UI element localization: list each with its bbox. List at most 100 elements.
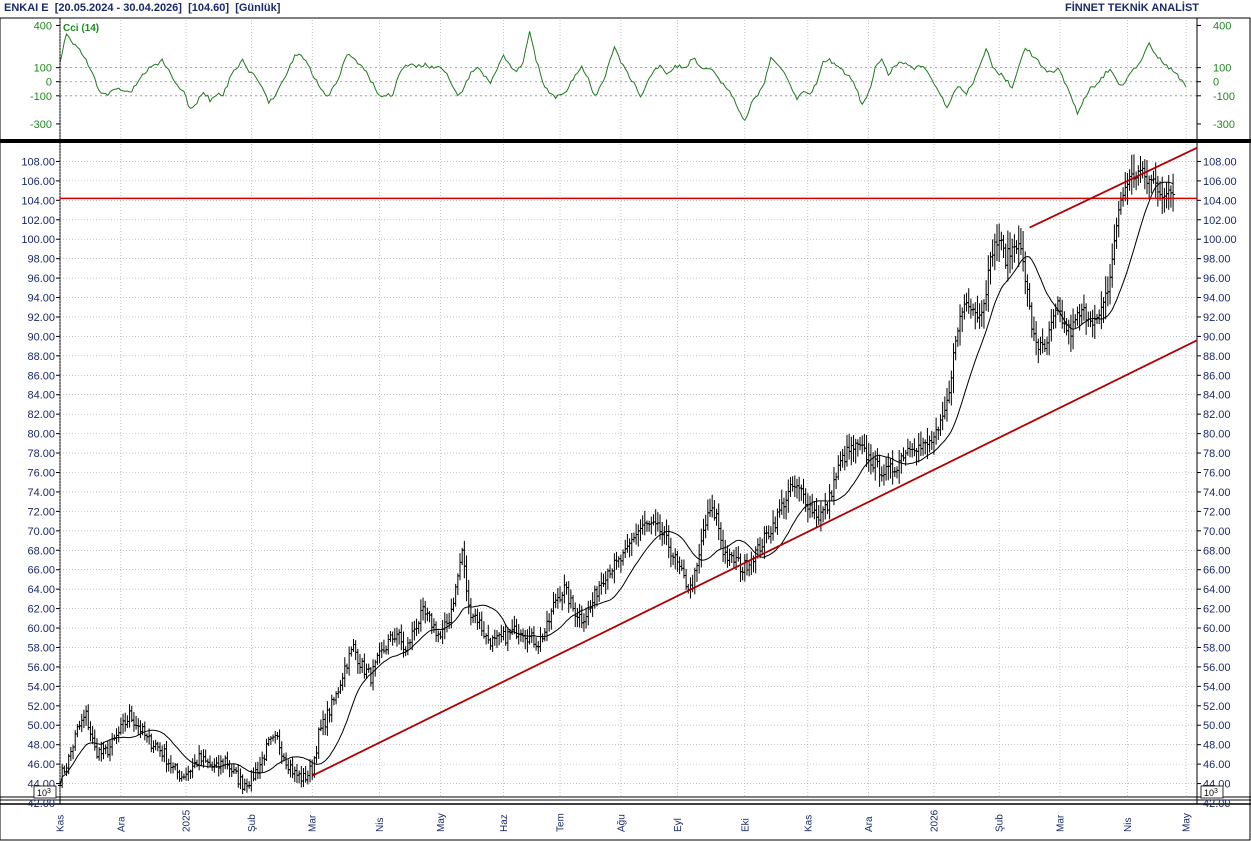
price-bar <box>960 307 965 333</box>
price-bar <box>1097 309 1102 325</box>
price-bar <box>644 520 649 532</box>
price-bar <box>1129 154 1134 195</box>
y-tick-label-right: 72.00 <box>1203 506 1231 518</box>
y-tick-label-right: 80.00 <box>1203 429 1231 441</box>
panel-separator <box>0 139 1251 143</box>
price-bar <box>510 619 515 636</box>
price-bar <box>897 449 902 484</box>
price-bar <box>353 640 358 661</box>
price-bar <box>881 464 886 486</box>
price-bar <box>249 769 254 792</box>
y-tick-label-right: 60.00 <box>1203 623 1231 635</box>
price-bar <box>347 646 352 676</box>
price-bar <box>360 657 365 673</box>
price-bar <box>297 770 302 784</box>
price-bar <box>436 630 441 643</box>
x-tick-label: Şub <box>247 814 258 832</box>
price-bar <box>725 545 730 568</box>
price-bar <box>247 781 252 789</box>
price-bar <box>942 396 947 420</box>
price-bar <box>1058 297 1063 323</box>
price-bar <box>773 516 778 533</box>
price-bar <box>608 564 613 579</box>
y-tick-label-left: 52.00 <box>27 701 55 713</box>
price-bar <box>829 490 834 501</box>
price-bar <box>225 751 230 770</box>
price-bar <box>336 687 341 699</box>
price-bar <box>351 638 356 653</box>
price-bar <box>121 713 126 734</box>
x-tick-label: Eki <box>740 818 751 832</box>
price-bar <box>836 455 841 480</box>
price-bar <box>68 746 73 762</box>
price-bar <box>234 767 239 774</box>
price-bar <box>1005 230 1010 282</box>
y-tick-label-right: 50.00 <box>1203 720 1231 732</box>
price-bar <box>431 618 436 633</box>
price-bar <box>290 757 295 779</box>
price-bar <box>797 476 802 502</box>
price-bar <box>288 759 293 778</box>
price-bar <box>581 613 586 632</box>
price-bar <box>916 432 921 463</box>
price-bar <box>984 280 989 311</box>
price-bar <box>703 514 708 539</box>
price-bar <box>201 749 206 768</box>
price-bar <box>223 755 228 770</box>
price-bar <box>514 618 519 640</box>
cci-series-line <box>59 31 1187 122</box>
price-bar <box>668 537 673 568</box>
price-bar <box>294 763 299 784</box>
price-bar <box>890 450 895 485</box>
price-bar <box>1021 230 1026 272</box>
y-tick-label-left: 88.00 <box>27 351 55 363</box>
price-bar <box>649 516 654 535</box>
x-tick-label: Eyl <box>673 818 684 832</box>
price-bar <box>231 763 236 774</box>
y-tick-label-left: 82.00 <box>27 409 55 421</box>
price-bar <box>168 755 173 774</box>
price-bar <box>355 648 360 674</box>
price-bar <box>397 629 402 645</box>
price-bar <box>1012 234 1017 263</box>
price-bar <box>1123 171 1128 202</box>
x-tick-label: Ağu <box>616 814 627 832</box>
price-bar <box>166 758 171 772</box>
x-tick-label: Haz <box>499 814 510 832</box>
price-bar <box>738 553 743 582</box>
svg-text:103: 103 <box>1204 788 1218 798</box>
price-bar <box>788 477 793 497</box>
price-bar <box>218 755 223 775</box>
price-bar <box>86 704 91 731</box>
price-bar <box>1162 187 1167 213</box>
price-bar <box>1149 174 1154 194</box>
price-bar <box>329 694 334 723</box>
cci-tick-label-right: -100 <box>1213 91 1235 103</box>
price-bar <box>838 451 843 472</box>
price-bar <box>584 607 589 629</box>
price-bar <box>81 709 86 729</box>
y-tick-label-right: 74.00 <box>1203 487 1231 499</box>
price-bar <box>873 450 878 481</box>
y-tick-label-left: 48.00 <box>27 740 55 752</box>
x-tick-label: Nis <box>1123 818 1134 832</box>
price-bar <box>377 642 382 664</box>
x-tick-label: Mar <box>1056 814 1067 832</box>
price-bar <box>1029 302 1034 338</box>
price-bar <box>944 387 949 422</box>
price-bar <box>79 713 84 733</box>
x-tick-label: Kas <box>56 815 67 832</box>
y-tick-label-left: 106.00 <box>21 176 55 188</box>
price-bar <box>186 765 191 781</box>
price-bar <box>736 546 741 562</box>
y-tick-label-right: 48.00 <box>1203 740 1231 752</box>
price-bar <box>325 701 330 736</box>
y-tick-label-right: 96.00 <box>1203 273 1231 285</box>
price-bar <box>821 506 826 523</box>
price-bar <box>501 626 506 641</box>
price-bar <box>1075 306 1080 326</box>
price-bar <box>679 559 684 572</box>
price-bar <box>1084 303 1089 335</box>
chart-header: ENKAI E [20.05.2024 - 30.04.2026] [104.6… <box>4 2 280 14</box>
